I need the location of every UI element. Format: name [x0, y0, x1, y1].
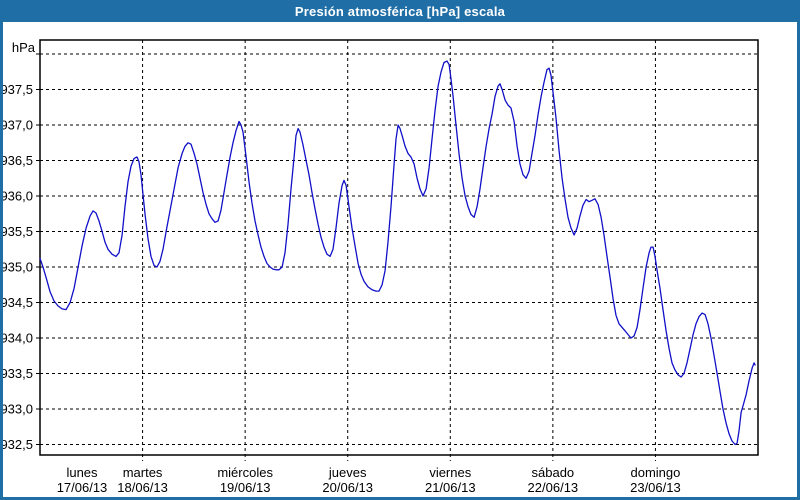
- plot-border: [39, 39, 759, 456]
- y-tick-label: 936,5: [0, 153, 33, 168]
- chart-title: Presión atmosférica [hPa] escala: [294, 3, 506, 19]
- x-day-label: viernes: [429, 465, 471, 480]
- y-tick-label: 934,5: [0, 295, 33, 310]
- y-tick-label: 933,0: [0, 402, 33, 417]
- x-date-label: 21/06/13: [425, 480, 476, 495]
- y-tick-label: 934,0: [0, 331, 33, 346]
- x-day-label: sábado: [532, 465, 575, 480]
- x-date-label: 23/06/13: [630, 480, 681, 495]
- x-date-label: 19/06/13: [220, 480, 271, 495]
- y-tick-label: 935,0: [0, 260, 33, 275]
- gridlines: [36, 40, 758, 461]
- pressure-line: [39, 60, 756, 446]
- plot-border-rect: [39, 39, 759, 456]
- pressure-series: [39, 60, 756, 446]
- y-tick-label: 936,0: [0, 189, 33, 204]
- chart-title-bar: Presión atmosférica [hPa] escala: [0, 0, 800, 22]
- x-date-label: 18/06/13: [117, 480, 168, 495]
- x-day-label: domingo: [630, 465, 680, 480]
- x-day-label: lunes: [66, 465, 98, 480]
- x-date-label: 20/06/13: [322, 480, 373, 495]
- y-tick-label: 935,5: [0, 224, 33, 239]
- y-tick-label: 933,5: [0, 366, 33, 381]
- y-tick-label: 937,5: [0, 82, 33, 97]
- y-tick-label: 932,5: [0, 437, 33, 452]
- axis-labels: 937,5 937,0 936,5 936,0 935,5 935,0 934,5 934,0…: [0, 40, 680, 495]
- y-axis-unit-label: hPa: [12, 40, 36, 55]
- x-date-label: 17/06/13: [57, 480, 108, 495]
- x-day-label: jueves: [328, 465, 367, 480]
- x-day-label: miércoles: [217, 465, 273, 480]
- x-date-label: 22/06/13: [528, 480, 579, 495]
- y-tick-label: 937,0: [0, 118, 33, 133]
- x-day-label: martes: [123, 465, 163, 480]
